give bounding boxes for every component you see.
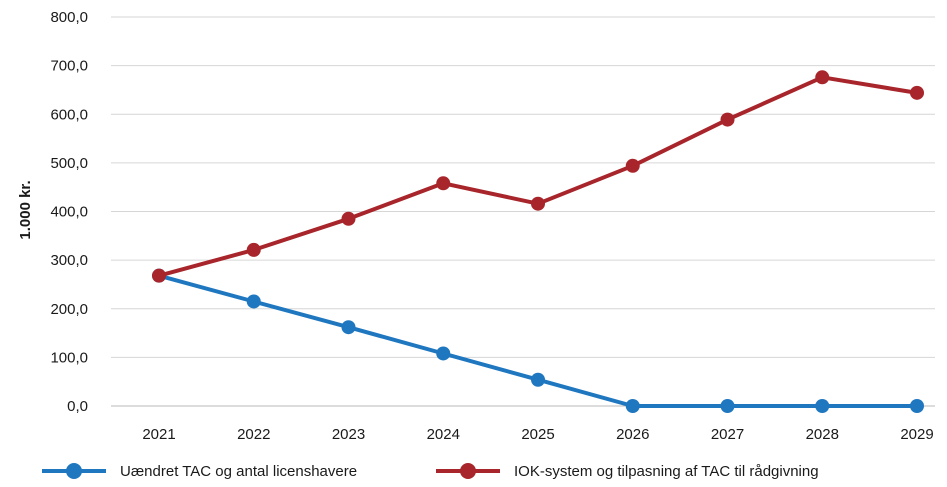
y-axis-ticks: 0,0 100,0 200,0 300,0 400,0 500,0 600,0 700,0 80… bbox=[50, 9, 88, 415]
line-chart: 0,0 100,0 200,0 300,0 400,0 500,0 600,0 700,0 80… bbox=[17, 9, 935, 443]
legend-swatch-series-1 bbox=[42, 461, 106, 481]
x-tick-label: 2022 bbox=[237, 426, 270, 443]
data-point bbox=[720, 112, 735, 127]
series-2 bbox=[152, 70, 924, 283]
legend-item-series-2: IOK-system og tilpasning af TAC til rådg… bbox=[436, 457, 819, 485]
data-point bbox=[910, 85, 924, 100]
y-tick-label: 200,0 bbox=[50, 301, 88, 318]
data-point bbox=[246, 294, 261, 309]
data-point bbox=[341, 211, 356, 226]
series bbox=[152, 70, 924, 413]
data-point bbox=[625, 158, 640, 173]
legend-label-series-1: Uændret TAC og antal licenshavere bbox=[120, 462, 358, 480]
legend: Uændret TAC og antal licenshavere IOK-sy… bbox=[0, 457, 947, 485]
x-tick-label: 2027 bbox=[711, 426, 744, 443]
data-point bbox=[531, 372, 545, 387]
data-point bbox=[436, 176, 451, 191]
y-axis-label: 1.000 kr. bbox=[17, 180, 34, 239]
x-axis-ticks: 2021 2022 2023 2024 2025 2026 2027 2028 2029 bbox=[142, 426, 933, 443]
gridlines bbox=[111, 16, 935, 407]
x-tick-label: 2021 bbox=[142, 426, 175, 443]
x-tick-label: 2028 bbox=[806, 426, 839, 443]
x-tick-label: 2024 bbox=[427, 426, 460, 443]
data-point bbox=[815, 70, 830, 85]
y-tick-label: 300,0 bbox=[50, 252, 88, 269]
y-tick-label: 600,0 bbox=[50, 106, 88, 123]
data-point bbox=[531, 196, 545, 211]
data-point bbox=[246, 242, 261, 257]
data-point bbox=[815, 399, 830, 413]
series-line bbox=[157, 75, 919, 278]
data-point bbox=[152, 268, 166, 283]
y-tick-label: 100,0 bbox=[50, 349, 88, 366]
data-point bbox=[625, 399, 640, 413]
y-tick-label: 800,0 bbox=[50, 9, 88, 26]
data-point bbox=[720, 399, 735, 413]
x-tick-label: 2026 bbox=[616, 426, 649, 443]
x-tick-label: 2023 bbox=[332, 426, 365, 443]
y-tick-label: 500,0 bbox=[50, 155, 88, 172]
data-point bbox=[436, 346, 451, 361]
x-tick-label: 2029 bbox=[900, 426, 933, 443]
x-tick-label: 2025 bbox=[521, 426, 554, 443]
series-1 bbox=[152, 268, 924, 413]
y-tick-label: 0,0 bbox=[67, 398, 88, 415]
legend-item-series-1: Uændret TAC og antal licenshavere bbox=[42, 457, 357, 485]
legend-swatch-series-2 bbox=[436, 461, 500, 481]
y-tick-label: 700,0 bbox=[50, 58, 88, 75]
y-tick-label: 400,0 bbox=[50, 204, 88, 221]
data-point bbox=[341, 320, 356, 335]
legend-label-series-2: IOK-system og tilpasning af TAC til rådg… bbox=[514, 462, 819, 480]
data-point bbox=[910, 399, 924, 413]
